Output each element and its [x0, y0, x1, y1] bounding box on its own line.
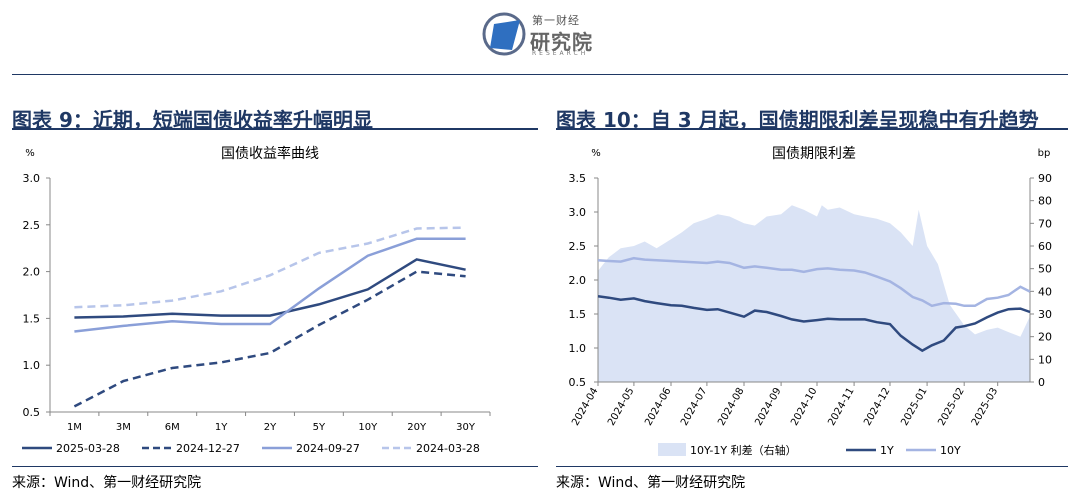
- chart-title: 国债收益率曲线: [221, 145, 319, 162]
- x-tick-label: 2024-12: [862, 386, 892, 428]
- y2-tick-label: 50: [1038, 263, 1052, 276]
- x-tick-label: 1Y: [215, 422, 228, 433]
- y-tick-label: 3.0: [569, 206, 587, 219]
- legend-label: 10Y-1Y 利差（右轴）: [690, 443, 797, 457]
- y2-tick-label: 0: [1038, 376, 1045, 389]
- y2-axis-unit: bp: [1038, 148, 1051, 159]
- y2-tick-label: 80: [1038, 195, 1052, 208]
- research-logo: 第一财经 研究院 RESEARCH: [480, 4, 610, 64]
- left-title-rule: [12, 128, 538, 130]
- y-tick-label: 2.0: [23, 266, 41, 279]
- legend-label: 10Y: [940, 444, 961, 457]
- right-source: 来源：Wind、第一财经研究院: [556, 475, 746, 491]
- x-tick-label: 3M: [116, 422, 131, 433]
- y-tick-label: 2.5: [569, 240, 587, 253]
- y-tick-label: 2.5: [23, 219, 41, 232]
- y2-tick-label: 70: [1038, 217, 1052, 230]
- x-tick-label: 2024-06: [643, 386, 673, 428]
- y2-tick-label: 30: [1038, 308, 1052, 321]
- left-source-rule: [12, 466, 538, 467]
- right-title-rule: [556, 128, 1068, 130]
- logo-emblem-icon: [482, 12, 526, 56]
- series-line-2024-09-27: [74, 237, 466, 333]
- x-tick-label: 2024-08: [716, 386, 746, 428]
- legend-swatch: [658, 443, 686, 456]
- x-tick-label: 2025-03: [970, 386, 1000, 428]
- x-tick-label: 6M: [165, 422, 180, 433]
- y-tick-label: 3.0: [23, 172, 41, 185]
- logo-text-small: 第一财经: [532, 14, 580, 27]
- legend-label: 2024-03-28: [416, 442, 480, 455]
- y-axis-unit: %: [591, 148, 601, 159]
- series-area-spread: [598, 205, 1030, 382]
- logo-text-en: RESEARCH: [532, 50, 589, 57]
- y-tick-label: 0.5: [23, 406, 41, 419]
- left-source: 来源：Wind、第一财经研究院: [12, 475, 202, 491]
- series-line-2024-03-28: [74, 226, 466, 309]
- y-tick-label: 1.5: [569, 308, 587, 321]
- legend-label: 2025-03-28: [56, 442, 120, 455]
- y2-tick-label: 90: [1038, 172, 1052, 185]
- x-tick-label: 30Y: [456, 422, 476, 433]
- x-tick-label: 2024-07: [679, 386, 709, 428]
- x-tick-label: 1M: [67, 422, 82, 433]
- y-axis-unit: %: [25, 148, 35, 159]
- x-tick-label: 2025-02: [936, 386, 966, 428]
- chart-title: 国债期限利差: [772, 146, 856, 162]
- y-tick-label: 1.0: [569, 342, 587, 355]
- x-tick-label: 20Y: [407, 422, 427, 433]
- legend-label: 2024-12-27: [176, 442, 240, 455]
- left-yield-curve-chart: 国债收益率曲线% 3.0 2.5 2.0 1.5 1.0 0.5 1M 3M 6M 1Y 2Y 5Y 10…: [22, 145, 491, 455]
- y2-tick-label: 60: [1038, 240, 1052, 253]
- y-tick-label: 1.0: [23, 359, 41, 372]
- legend-label: 2024-09-27: [296, 442, 360, 455]
- y2-tick-label: 10: [1038, 353, 1052, 366]
- logo-text-big: 研究院: [530, 30, 593, 54]
- series-line-10Y: [597, 256, 1031, 308]
- y-tick-label: 3.5: [569, 172, 587, 185]
- right-term-spread-chart: 国债期限利差% bp 3.5 3.0 2.5 2.0 1.5 1.0 0.5 90 80 70 60 50…: [569, 146, 1053, 457]
- x-tick-label: 2024-10: [789, 386, 819, 428]
- x-tick-label: 2Y: [264, 422, 277, 433]
- series-line-2025-03-28: [74, 258, 466, 319]
- series-line-1Y: [597, 295, 1031, 353]
- x-tick-label: 10Y: [358, 422, 378, 433]
- y-tick-label: 2.0: [569, 274, 587, 287]
- x-tick-label: 2024-11: [826, 386, 856, 428]
- header-divider: [12, 74, 1068, 75]
- series-line-2024-12-27: [73, 270, 466, 408]
- x-tick-label: 2024-05: [606, 386, 636, 428]
- right-source-rule: [556, 466, 1068, 467]
- y-tick-label: 0.5: [569, 376, 587, 389]
- y2-tick-label: 40: [1038, 285, 1052, 298]
- y-tick-label: 1.5: [23, 312, 41, 325]
- x-tick-label: 2024-09: [753, 386, 783, 428]
- x-tick-label: 2024-04: [570, 386, 600, 428]
- legend-label: 1Y: [880, 444, 894, 457]
- x-tick-label: 5Y: [313, 422, 326, 433]
- x-tick-label: 2025-01: [899, 386, 929, 428]
- y2-tick-label: 20: [1038, 331, 1052, 344]
